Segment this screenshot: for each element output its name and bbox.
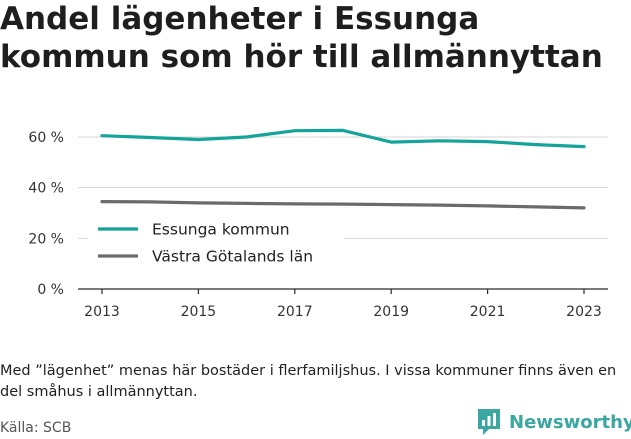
x-tick-label: 2015	[181, 304, 217, 320]
series-line	[100, 128, 586, 149]
y-axis-tick-labels: 0 % 20 % 40 % 60 %	[28, 130, 64, 298]
x-tick-label: 2023	[566, 304, 602, 320]
x-tick-label: 2021	[470, 304, 506, 320]
chart-title: Andel lägenheter i Essunga kommun som hö…	[0, 1, 603, 75]
legend-label: Västra Götalands län	[152, 248, 313, 266]
brand-logo[interactable]: Newsworthy	[476, 407, 631, 437]
y-tick-label: 40 %	[28, 181, 64, 197]
series-line	[100, 200, 586, 210]
source-label: Källa: SCB	[0, 420, 72, 436]
x-tick-label: 2019	[373, 304, 409, 320]
footnote: Med ”lägenhet” menas här bostäder i fler…	[0, 363, 617, 400]
newsworthy-logo-icon	[478, 409, 500, 435]
series-lines	[100, 128, 586, 210]
y-tick-label: 20 %	[28, 231, 64, 247]
x-tick-label: 2017	[277, 304, 313, 320]
legend: Essunga kommun Västra Götalands län	[88, 217, 344, 271]
x-axis-tick-labels: 2013 2015 2017 2019 2021 2023	[84, 289, 602, 320]
legend-background	[88, 217, 344, 271]
x-tick-label: 2013	[84, 304, 120, 320]
legend-label: Essunga kommun	[152, 221, 290, 239]
line-chart: 0 % 20 % 40 % 60 % 2013 2015 2017 2019 2021 2023…	[28, 128, 608, 320]
y-tick-label: 60 %	[28, 130, 64, 146]
y-tick-label: 0 %	[37, 282, 64, 298]
brand-name: Newsworthy	[509, 411, 631, 433]
